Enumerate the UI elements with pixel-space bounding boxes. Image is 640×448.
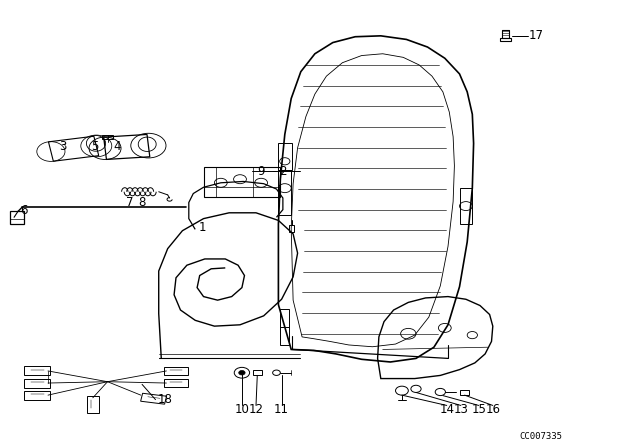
Text: 13: 13 [453,403,468,417]
Bar [460,390,469,395]
Text: 7: 7 [125,196,133,209]
Text: 11: 11 [274,403,289,417]
Bar [289,225,294,232]
Text: 3: 3 [59,140,67,154]
Text: 8: 8 [138,196,146,209]
Bar [204,167,280,197]
Text: 5: 5 [91,140,99,154]
Text: 2: 2 [279,164,287,178]
Text: 9: 9 [257,164,265,178]
Text: 4: 4 [113,140,121,154]
Bar [500,38,511,41]
Text: 1: 1 [199,221,207,234]
Text: 10: 10 [234,403,250,417]
Text: 14: 14 [439,403,454,417]
Text: 18: 18 [157,393,173,406]
Text: 16: 16 [485,403,500,417]
Text: 12: 12 [248,403,264,417]
Bar [502,30,509,38]
Circle shape [239,370,245,375]
Bar [253,370,262,375]
Text: 17: 17 [529,29,544,43]
Text: 15: 15 [471,403,486,417]
Text: CC007335: CC007335 [519,432,562,441]
Bar [10,211,24,224]
Bar [102,135,113,139]
Text: 6: 6 [20,204,28,217]
